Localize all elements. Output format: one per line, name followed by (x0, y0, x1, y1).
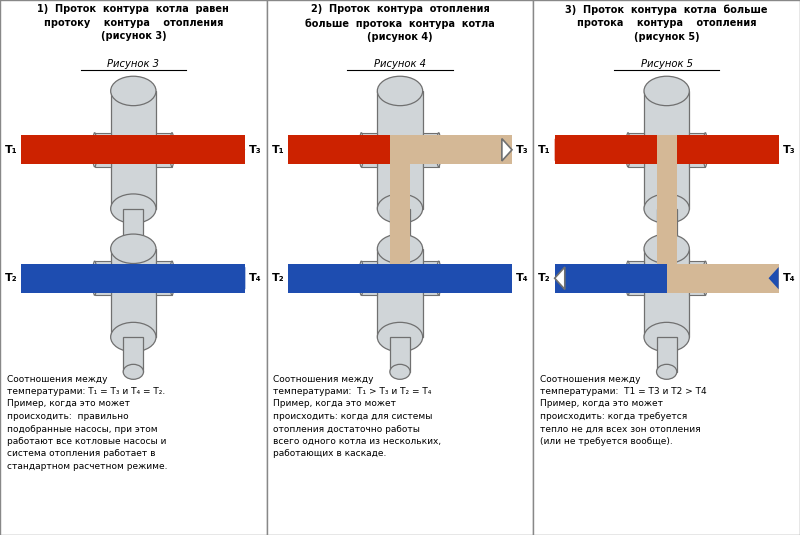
Polygon shape (657, 337, 677, 372)
Polygon shape (390, 135, 410, 293)
Ellipse shape (626, 133, 630, 167)
Text: T₄: T₄ (516, 273, 529, 283)
Ellipse shape (703, 261, 707, 295)
Polygon shape (554, 139, 565, 161)
Text: Рисунок 3: Рисунок 3 (107, 59, 159, 69)
Polygon shape (235, 139, 246, 161)
Polygon shape (123, 209, 143, 249)
Polygon shape (644, 91, 690, 209)
Ellipse shape (110, 322, 156, 352)
Text: T₄: T₄ (782, 273, 795, 283)
Polygon shape (94, 261, 110, 295)
Polygon shape (422, 133, 438, 167)
Polygon shape (22, 139, 31, 161)
Text: T₁: T₁ (538, 145, 550, 155)
Polygon shape (123, 337, 143, 372)
Polygon shape (502, 139, 512, 161)
Ellipse shape (359, 261, 363, 295)
Ellipse shape (378, 76, 422, 105)
Text: T₃: T₃ (782, 145, 795, 155)
Ellipse shape (657, 241, 677, 256)
Polygon shape (400, 135, 512, 164)
Ellipse shape (644, 322, 690, 352)
Polygon shape (390, 209, 410, 249)
Ellipse shape (390, 241, 410, 256)
Text: T₁: T₁ (271, 145, 284, 155)
Polygon shape (362, 133, 378, 167)
Ellipse shape (390, 364, 410, 379)
Polygon shape (22, 267, 31, 289)
Ellipse shape (644, 76, 690, 105)
Polygon shape (156, 133, 172, 167)
Text: Соотношения между
температурами:  T1 = T3 и T2 > T4
Пример, когда это может
прои: Соотношения между температурами: T1 = T3… (540, 374, 706, 446)
Text: T₃: T₃ (250, 145, 262, 155)
Ellipse shape (626, 261, 630, 295)
Text: Соотношения между
температурами:  T₁ > T₃ и T₂ = T₄
Пример, когда это может
прои: Соотношения между температурами: T₁ > T₃… (274, 374, 442, 458)
Ellipse shape (644, 234, 690, 264)
Text: T₁: T₁ (5, 145, 18, 155)
Polygon shape (288, 264, 512, 293)
Ellipse shape (437, 133, 441, 167)
Polygon shape (657, 209, 677, 249)
Polygon shape (110, 91, 156, 209)
Polygon shape (628, 261, 644, 295)
Polygon shape (502, 267, 512, 289)
Polygon shape (554, 135, 778, 164)
Polygon shape (657, 135, 677, 293)
Polygon shape (666, 264, 778, 293)
Polygon shape (288, 139, 298, 161)
Ellipse shape (170, 261, 174, 295)
Polygon shape (378, 249, 422, 337)
Ellipse shape (110, 234, 156, 264)
Ellipse shape (378, 194, 422, 224)
Text: 2)  Проток  контура  отопления
больше  протока  контура  котла
(рисунок 4): 2) Проток контура отопления больше прото… (305, 4, 495, 42)
Text: T₂: T₂ (5, 273, 18, 283)
Polygon shape (769, 267, 778, 289)
Polygon shape (288, 267, 298, 289)
Polygon shape (22, 264, 246, 293)
Polygon shape (554, 264, 666, 293)
Text: 1)  Проток  контура  котла  равен
протоку    контура    отопления
(рисунок 3): 1) Проток контура котла равен протоку ко… (38, 4, 230, 42)
Polygon shape (378, 91, 422, 209)
Polygon shape (362, 261, 378, 295)
Polygon shape (390, 337, 410, 372)
Ellipse shape (657, 364, 677, 379)
Text: T₃: T₃ (516, 145, 529, 155)
Polygon shape (22, 135, 246, 164)
Polygon shape (288, 135, 400, 164)
Ellipse shape (92, 133, 97, 167)
Text: Рисунок 4: Рисунок 4 (374, 59, 426, 69)
Polygon shape (628, 133, 644, 167)
Ellipse shape (92, 261, 97, 295)
Polygon shape (690, 133, 706, 167)
Ellipse shape (110, 194, 156, 224)
Text: 3)  Проток  контура  котла  больше
протока    контура    отопления
(рисунок 5): 3) Проток контура котла больше протока к… (566, 4, 768, 42)
Polygon shape (94, 133, 110, 167)
Polygon shape (156, 261, 172, 295)
Text: T₂: T₂ (538, 273, 550, 283)
Polygon shape (235, 267, 246, 289)
Polygon shape (554, 267, 565, 289)
Ellipse shape (123, 364, 143, 379)
Polygon shape (644, 249, 690, 337)
Text: T₄: T₄ (250, 273, 262, 283)
Ellipse shape (170, 133, 174, 167)
Ellipse shape (437, 261, 441, 295)
Ellipse shape (703, 133, 707, 167)
Ellipse shape (123, 241, 143, 256)
Text: Рисунок 5: Рисунок 5 (641, 59, 693, 69)
Polygon shape (690, 261, 706, 295)
Ellipse shape (378, 322, 422, 352)
Ellipse shape (359, 133, 363, 167)
Ellipse shape (110, 76, 156, 105)
Polygon shape (422, 261, 438, 295)
Text: T₂: T₂ (271, 273, 284, 283)
Polygon shape (769, 139, 778, 161)
Polygon shape (110, 249, 156, 337)
Text: Соотношения между
температурами: T₁ = T₃ и T₄ = T₂.
Пример, когда это может
прои: Соотношения между температурами: T₁ = T₃… (6, 374, 167, 471)
Ellipse shape (378, 234, 422, 264)
Ellipse shape (644, 194, 690, 224)
